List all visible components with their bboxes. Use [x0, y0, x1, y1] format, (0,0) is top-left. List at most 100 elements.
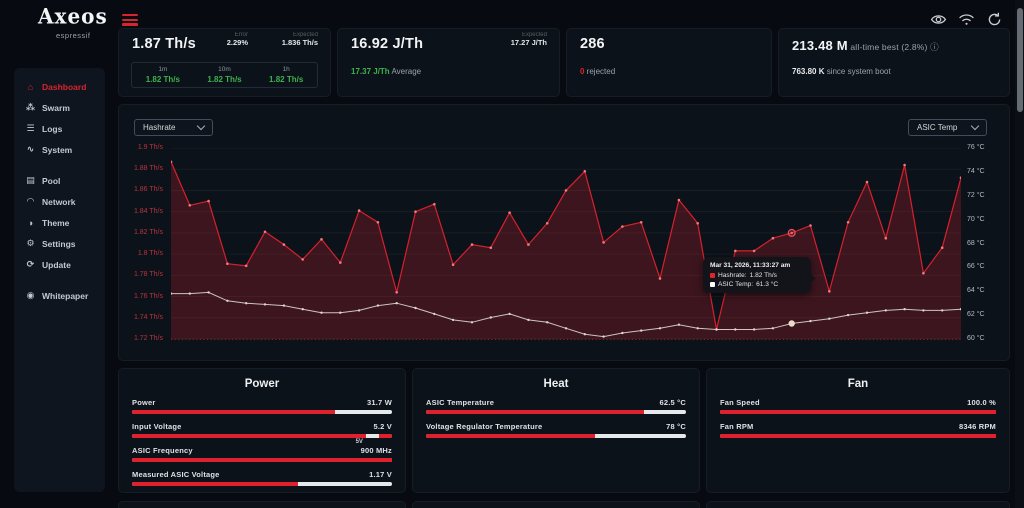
shares-value: 286: [580, 36, 605, 52]
metric-progress-bar: [426, 410, 686, 414]
axis-tick-label: 70 °C: [967, 215, 985, 223]
axis-tick-label: 76 °C: [967, 144, 985, 151]
axis-tick-label: 62 °C: [967, 311, 985, 319]
topbar-icons: [930, 11, 1003, 28]
metric-progress-bar: [132, 410, 392, 414]
list-icon: ☰: [26, 123, 35, 133]
sidebar-item-pool[interactable]: ▤ Pool: [14, 170, 105, 191]
fan-panel: Fan Fan Speed 100.0 % Fan RPM 8346 RPM: [706, 368, 1010, 493]
shares-card: 286 0 rejected: [566, 28, 772, 97]
metric-row: ASIC Frequency 900 MHz: [132, 446, 392, 462]
refresh-icon: ⟳: [26, 259, 35, 269]
scrollbar-thumb[interactable]: [1016, 8, 1023, 112]
app-logo[interactable]: Axeos: [38, 3, 108, 29]
metric-value: 1.17 V: [369, 470, 392, 479]
sidebar-item-dashboard[interactable]: ⌂ Dashboard: [14, 76, 105, 97]
sidebar-item-label: Swarm: [42, 102, 70, 113]
sidebar-item-settings[interactable]: ⚙ Settings: [14, 233, 105, 254]
metric-label: ASIC Frequency: [132, 446, 193, 455]
sidebar-item-label: Theme: [42, 217, 70, 228]
fan-rows: Fan Speed 100.0 % Fan RPM 8346 RPM: [720, 398, 996, 446]
metric-row: Voltage Regulator Temperature 78 °C: [426, 422, 686, 438]
hover-point-temp: [788, 320, 795, 327]
metric-value: 8346 RPM: [958, 422, 996, 431]
hashrate-swatch: [710, 272, 715, 278]
metric-label: Fan RPM: [720, 422, 754, 431]
chevron-down-icon: [196, 121, 206, 131]
next-row-card-top: [118, 501, 406, 508]
metric-value: 31.7 W: [367, 398, 392, 407]
power-panel: Power Power 31.7 W Input Voltage 5.2 V 5V ASI…: [118, 368, 406, 493]
power-panel-title: Power: [244, 378, 280, 390]
wifi-icon: ◠: [27, 196, 34, 206]
metric-value: 62.5 °C: [659, 398, 686, 407]
shares-rejected: 0 rejected: [580, 67, 616, 76]
metric-progress-bar: [720, 410, 996, 414]
sidebar-item-label: Whitepaper: [42, 290, 89, 301]
tooltip-date: Mar 31, 2026, 11:33:27 am: [710, 262, 791, 269]
metric-row: ASIC Temperature 62.5 °C: [426, 398, 686, 414]
metric-value: 5.2 V: [373, 422, 392, 431]
metric-label: Input Voltage: [132, 422, 182, 431]
sidebar-item-update[interactable]: ⟳ Update: [14, 254, 105, 275]
axis-tick-label: 68 °C: [967, 239, 985, 247]
sidebar-item-whitepaper[interactable]: ◉ Whitepaper: [14, 285, 105, 306]
next-row-card-top: [412, 501, 700, 508]
axis-tick-label: 64 °C: [967, 287, 985, 295]
scrollbar-track[interactable]: [1015, 0, 1024, 508]
metric-label: Measured ASIC Voltage: [132, 470, 220, 479]
sidebar-nav: ⌂ Dashboard ⁂ Swarm ☰ Logs ∿ System ▤ Pool ◠ Networ…: [14, 68, 105, 492]
axis-tick-label: 1.76 Th/s: [133, 292, 163, 300]
left-series-select[interactable]: Hashrate: [134, 119, 213, 136]
sidebar-item-label: Network: [42, 196, 76, 207]
power-rows: Power 31.7 W Input Voltage 5.2 V 5V ASIC Freq…: [132, 398, 392, 494]
efficiency-value: 16.92 J/Th: [351, 36, 424, 52]
metric-progress-bar: [720, 434, 996, 438]
metric-progress-bar: [132, 482, 392, 486]
sidebar-item-logs[interactable]: ☰ Logs: [14, 118, 105, 139]
metric-label: Voltage Regulator Temperature: [426, 422, 543, 431]
axis-tick-label: 1.9 Th/s: [137, 144, 163, 151]
axis-tick-label: 1.82 Th/s: [133, 228, 163, 236]
hashrate-error: Error 2.29%: [226, 32, 248, 47]
sidebar-item-theme[interactable]: ◑ Theme: [14, 212, 105, 233]
temperature-axis: 76 °C 74 °C 72 °C 70 °C 68 °C 66 °C 64 °C 62 °C…: [967, 144, 1009, 342]
home-icon: ⌂: [27, 81, 34, 92]
hashrate-temp-chart[interactable]: [169, 147, 963, 341]
metric-progress-bar: [132, 458, 392, 462]
metric-label: Fan Speed: [720, 398, 760, 407]
bitcoin-doc-icon: ◉: [26, 290, 35, 300]
metric-value: 900 MHz: [360, 446, 392, 455]
wifi-icon[interactable]: [958, 11, 975, 28]
chart-tooltip: Mar 31, 2026, 11:33:27 am Hashrate: 1.82 …: [703, 257, 816, 293]
logo-area: Axeos espressif: [0, 0, 116, 58]
sidebar-item-system[interactable]: ∿ System: [14, 139, 105, 160]
hashrate-card: 1.87 Th/s Error 2.29% Expected 1.836 Th/…: [118, 28, 331, 97]
hashrate-area: [171, 161, 961, 339]
sidebar-item-network[interactable]: ◠ Network: [14, 191, 105, 212]
heat-rows: ASIC Temperature 62.5 °C Voltage Regulator…: [426, 398, 686, 446]
metric-label: Power: [132, 398, 156, 407]
axis-tick-label: 60 °C: [967, 335, 985, 342]
hashrate-axis: 1.9 Th/s 1.88 Th/s 1.86 Th/s 1.84 Th/s 1.82 …: [119, 144, 167, 342]
axis-tick-label: 1.74 Th/s: [133, 313, 163, 321]
best-difficulty-value: 213.48 M all-time best (2.8%) ⓘ: [792, 38, 939, 53]
next-row-card-top: [706, 501, 1010, 508]
sidebar-item-swarm[interactable]: ⁂ Swarm: [14, 97, 105, 118]
hashrate-expected: Expected 1.836 Th/s: [281, 32, 318, 47]
right-series-select[interactable]: ASIC Temp: [908, 119, 987, 136]
metric-progress-bar: [426, 434, 686, 438]
axis-tick-label: 72 °C: [967, 191, 985, 199]
gear-icon: ⚙: [26, 238, 35, 248]
refresh-icon[interactable]: [986, 11, 1003, 28]
menu-icon[interactable]: [122, 14, 138, 27]
eye-icon[interactable]: [930, 11, 947, 28]
axis-tick-label: 1.8 Th/s: [137, 250, 163, 258]
axis-tick-label: 74 °C: [967, 167, 985, 175]
sidebar-item-label: Update: [42, 259, 71, 270]
axis-tick-label: 1.88 Th/s: [133, 165, 163, 173]
info-icon[interactable]: ⓘ: [930, 42, 939, 52]
activity-icon: ∿: [26, 144, 35, 154]
sidebar-item-label: Logs: [42, 123, 63, 134]
